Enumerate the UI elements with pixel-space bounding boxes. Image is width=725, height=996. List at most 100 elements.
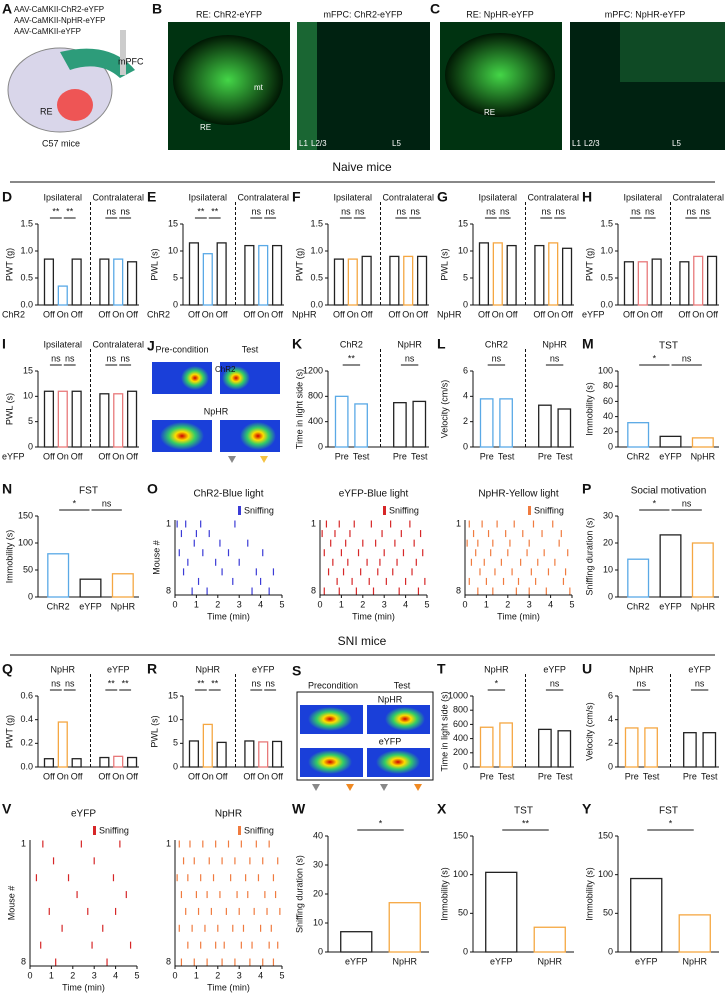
- x-tick-label: On: [112, 451, 124, 461]
- bar: [71, 258, 82, 306]
- x-tick-label: 2: [215, 599, 220, 609]
- heatmap-blob: [385, 707, 425, 731]
- x-tick-label: Off: [216, 771, 228, 781]
- x-tick-label: Test: [701, 771, 718, 781]
- sig-label: ns: [397, 206, 407, 216]
- condition-label: ChR2: [2, 309, 25, 319]
- group-label: Contralateral: [92, 192, 144, 202]
- sig-label: *: [379, 818, 383, 828]
- sig-label: ns: [550, 353, 560, 363]
- column-label: Precondition: [308, 680, 358, 690]
- y-tick-label: 8: [311, 585, 316, 595]
- image-title: RE: NpHR-eYFP: [466, 9, 534, 19]
- x-tick-label: Off: [678, 309, 690, 319]
- bar: [99, 756, 110, 768]
- image-label: L2/3: [584, 139, 600, 148]
- bar: [43, 390, 55, 448]
- marker: [312, 784, 320, 791]
- x-tick-label: On: [112, 309, 124, 319]
- panel-title: Social motivation: [631, 486, 707, 497]
- x-axis-label: Time (min): [207, 982, 250, 992]
- bar: [659, 534, 682, 598]
- x-tick-label: eYFP: [79, 601, 102, 611]
- bar: [333, 258, 345, 306]
- y-tick-label: 100: [598, 365, 613, 375]
- y-tick-label: 8: [456, 585, 461, 595]
- sig-label: ns: [682, 498, 692, 508]
- legend-label: Sniffing: [99, 825, 129, 835]
- heatmap-blob: [222, 366, 250, 390]
- sig-label: ns: [265, 678, 275, 688]
- y-tick-label: 400: [453, 733, 468, 743]
- x-tick-label: Off: [126, 451, 138, 461]
- fluorescence: [445, 33, 555, 117]
- y-tick-label: 0: [463, 299, 468, 309]
- x-tick-label: On: [202, 309, 214, 319]
- x-tick-label: Off: [388, 309, 400, 319]
- heatmap-blob: [308, 707, 352, 731]
- group-label: Ipsilateral: [189, 192, 228, 202]
- bar: [57, 285, 68, 306]
- y-tick-label: 150: [453, 830, 468, 840]
- sig-label: ns: [682, 353, 692, 363]
- x-tick-label: Test: [498, 451, 515, 461]
- panel-letter: D: [2, 189, 12, 205]
- bar: [557, 408, 572, 448]
- x-tick-label: Off: [43, 771, 55, 781]
- y-tick-label: 30: [313, 859, 323, 869]
- bar: [244, 244, 255, 306]
- x-tick-label: On: [402, 309, 414, 319]
- sig-label: ns: [107, 353, 117, 363]
- sig-label: ns: [700, 206, 710, 216]
- x-tick-label: Off: [706, 309, 718, 319]
- sig-label: ns: [65, 353, 75, 363]
- sig-label: **: [197, 206, 205, 216]
- y-tick-label: 20: [603, 426, 613, 436]
- y-tick-label: 8: [166, 585, 171, 595]
- panel-letter: L: [437, 336, 446, 352]
- y-tick-label: 0.5: [310, 272, 323, 282]
- y-tick-label: 6: [608, 690, 613, 700]
- image-title: mFPC: ChR2-eYFP: [323, 9, 402, 19]
- y-tick-label: 30: [603, 510, 613, 520]
- y-axis-label: Time in light side (s): [439, 691, 449, 771]
- y-tick-label: 100: [453, 869, 468, 879]
- column-label: Test: [394, 680, 411, 690]
- y-tick-label: 100: [598, 869, 613, 879]
- sig-label: **: [522, 818, 530, 828]
- x-tick-label: 1: [339, 599, 344, 609]
- bar: [113, 258, 124, 306]
- panel-letter: C: [430, 1, 440, 17]
- x-tick-label: Off: [71, 771, 83, 781]
- marker: [228, 456, 236, 463]
- bar: [479, 398, 494, 448]
- y-tick-label: 2: [608, 738, 613, 748]
- x-tick-label: Off: [188, 771, 200, 781]
- group-label: NpHR: [378, 694, 403, 704]
- group-label: eYFP: [688, 664, 711, 674]
- sig-label: *: [495, 678, 499, 688]
- sig-label: *: [669, 818, 673, 828]
- y-tick-label: 1: [311, 518, 316, 528]
- y-tick-label: 4: [463, 391, 468, 401]
- x-tick-label: Off: [561, 309, 573, 319]
- panel-letter: E: [147, 189, 156, 205]
- sig-label: ns: [500, 206, 510, 216]
- x-axis-label: Time (min): [207, 611, 250, 621]
- marker: [260, 456, 268, 463]
- condition-label: ChR2: [147, 309, 170, 319]
- panel-s: S Precondition Test NpHR eYFP: [292, 663, 434, 791]
- bar: [393, 402, 407, 448]
- bar: [334, 395, 349, 448]
- virus-label: AAV-CaMKII-ChR2-eYFP: [14, 5, 104, 14]
- x-tick-label: NpHR: [691, 601, 716, 611]
- heatmap-blob: [160, 422, 204, 450]
- panel-j: J Pre-condition Test ChR2 NpHR: [147, 338, 280, 463]
- bar: [244, 740, 255, 768]
- bar: [57, 390, 68, 448]
- y-axis-label: PWT (g): [4, 715, 14, 748]
- y-tick-label: 0.5: [20, 272, 33, 282]
- plot-title: NpHR-Yellow light: [478, 489, 558, 500]
- micrograph: [570, 22, 725, 150]
- y-axis-label: PWL (s): [149, 715, 159, 747]
